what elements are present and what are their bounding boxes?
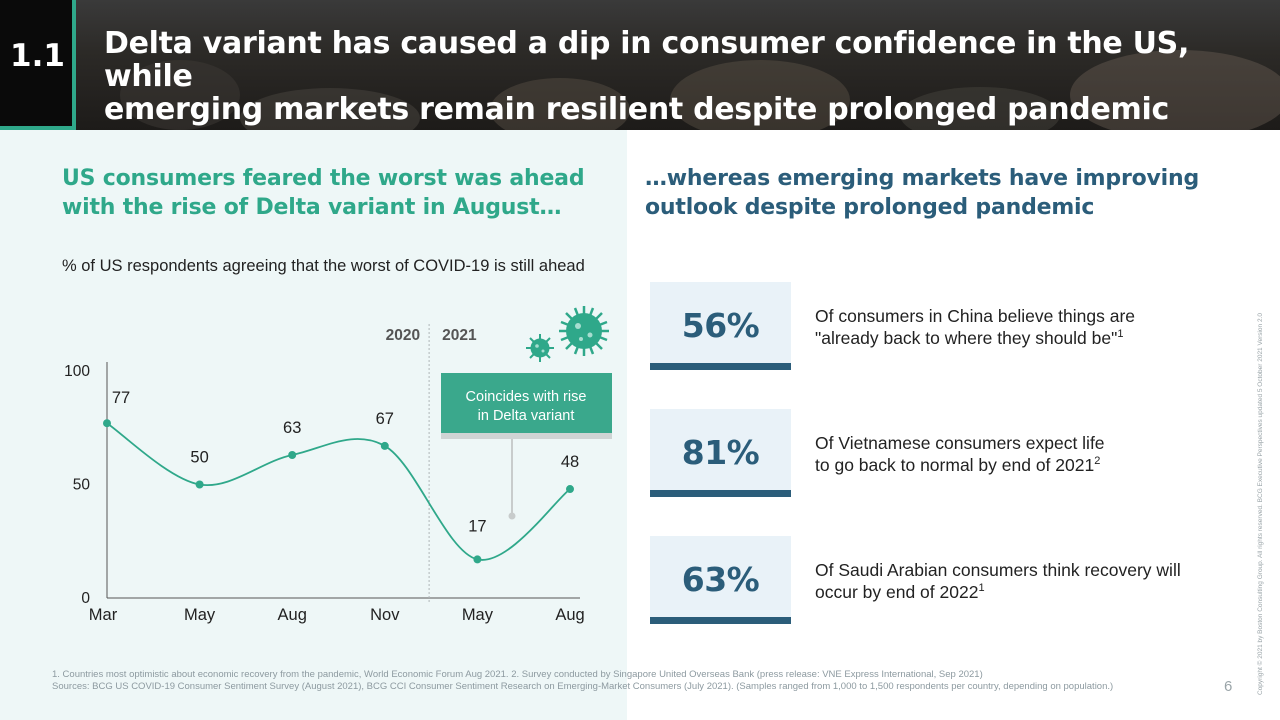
series-line — [106, 422, 571, 561]
x-tick-label: Aug — [555, 606, 584, 624]
stat-text-vietnam: Of Vietnamese consumers expect life to g… — [815, 432, 1120, 476]
x-tick-label: Aug — [278, 606, 307, 624]
y-tick-label: 100 — [64, 363, 90, 380]
stat-text-saudi-body: Of Saudi Arabian consumers think recover… — [815, 560, 1181, 602]
delta-callout: Coincides with rise in Delta variant — [441, 373, 612, 520]
data-label: 17 — [468, 517, 486, 535]
stat-note-china: 1 — [1117, 328, 1124, 341]
line-chart: 0 50 100 Mar May Aug Nov May Aug 2020 2021 Coinci… — [64, 306, 612, 624]
x-tick-label: May — [184, 606, 216, 624]
stat-card-saudi: 63% — [650, 536, 791, 624]
left-heading: US consumers feared the worst was ahead … — [62, 166, 585, 220]
stat-note-saudi: 1 — [978, 582, 985, 595]
page-number: 6 — [1224, 678, 1233, 695]
data-label: 77 — [112, 389, 130, 407]
year-label-2020: 2020 — [386, 327, 420, 344]
data-point — [288, 450, 297, 459]
stat-value-china: 56% — [681, 306, 760, 345]
stat-note-vietnam: 2 — [1094, 455, 1101, 468]
data-point — [473, 555, 482, 564]
header-banner: 1.1 Delta variant has caused a dip in co… — [0, 0, 1280, 130]
data-label: 63 — [283, 419, 301, 437]
stat-card-vietnam: 81% — [650, 409, 791, 497]
stat-value-saudi: 63% — [681, 560, 760, 599]
stat-text-china-body: Of consumers in China believe things are… — [815, 306, 1136, 348]
stat-text-china: Of consumers in China believe things are… — [815, 305, 1185, 349]
data-point — [566, 485, 574, 494]
stat-text-saudi: Of Saudi Arabian consumers think recover… — [815, 559, 1185, 603]
callout-box — [441, 373, 612, 433]
x-tick-label: Mar — [89, 606, 118, 624]
y-tick-label: 0 — [81, 590, 90, 607]
data-label: 50 — [190, 449, 208, 467]
right-heading: …whereas emerging markets have improving… — [645, 166, 1199, 220]
section-number-box: 1.1 — [0, 0, 76, 130]
x-tick-label: Nov — [370, 606, 400, 624]
page-title: Delta variant has caused a dip in consum… — [104, 27, 1224, 126]
page-title-line1: Delta variant has caused a dip in consum… — [104, 26, 1190, 94]
section-number: 1.1 — [10, 38, 65, 74]
data-label: 67 — [376, 410, 394, 428]
footnote-sources: Sources: BCG US COVID-19 Consumer Sentim… — [52, 680, 1114, 692]
x-tick-label: May — [462, 606, 494, 624]
stat-text-vietnam-body: Of Vietnamese consumers expect life to g… — [815, 433, 1105, 475]
stat-card-china: 56% — [650, 282, 791, 370]
data-point — [103, 419, 111, 428]
callout-text-line2: in Delta variant — [478, 408, 575, 424]
chart-subtitle: % of US respondents agreeing that the wo… — [62, 257, 585, 275]
coins-background-image — [120, 50, 1280, 130]
copyright-notice: Copyright © 2021 by Boston Consulting Gr… — [1257, 313, 1264, 695]
y-tick-label: 50 — [73, 477, 91, 494]
page-title-line2: emerging markets remain resilient despit… — [104, 92, 1169, 127]
data-point — [380, 441, 389, 450]
data-point — [195, 480, 204, 489]
footnote-line1: 1. Countries most optimistic about econo… — [52, 669, 983, 680]
stat-value-vietnam: 81% — [681, 433, 760, 472]
callout-box-shadow — [441, 433, 612, 439]
footnotes: 1. Countries most optimistic about econo… — [52, 669, 1172, 692]
year-label-2021: 2021 — [442, 327, 477, 344]
virus-large-icon — [559, 306, 609, 356]
data-label: 48 — [561, 453, 579, 471]
virus-small-icon — [526, 334, 554, 362]
callout-text-line1: Coincides with rise — [466, 389, 587, 405]
callout-connector-dot — [508, 512, 516, 520]
